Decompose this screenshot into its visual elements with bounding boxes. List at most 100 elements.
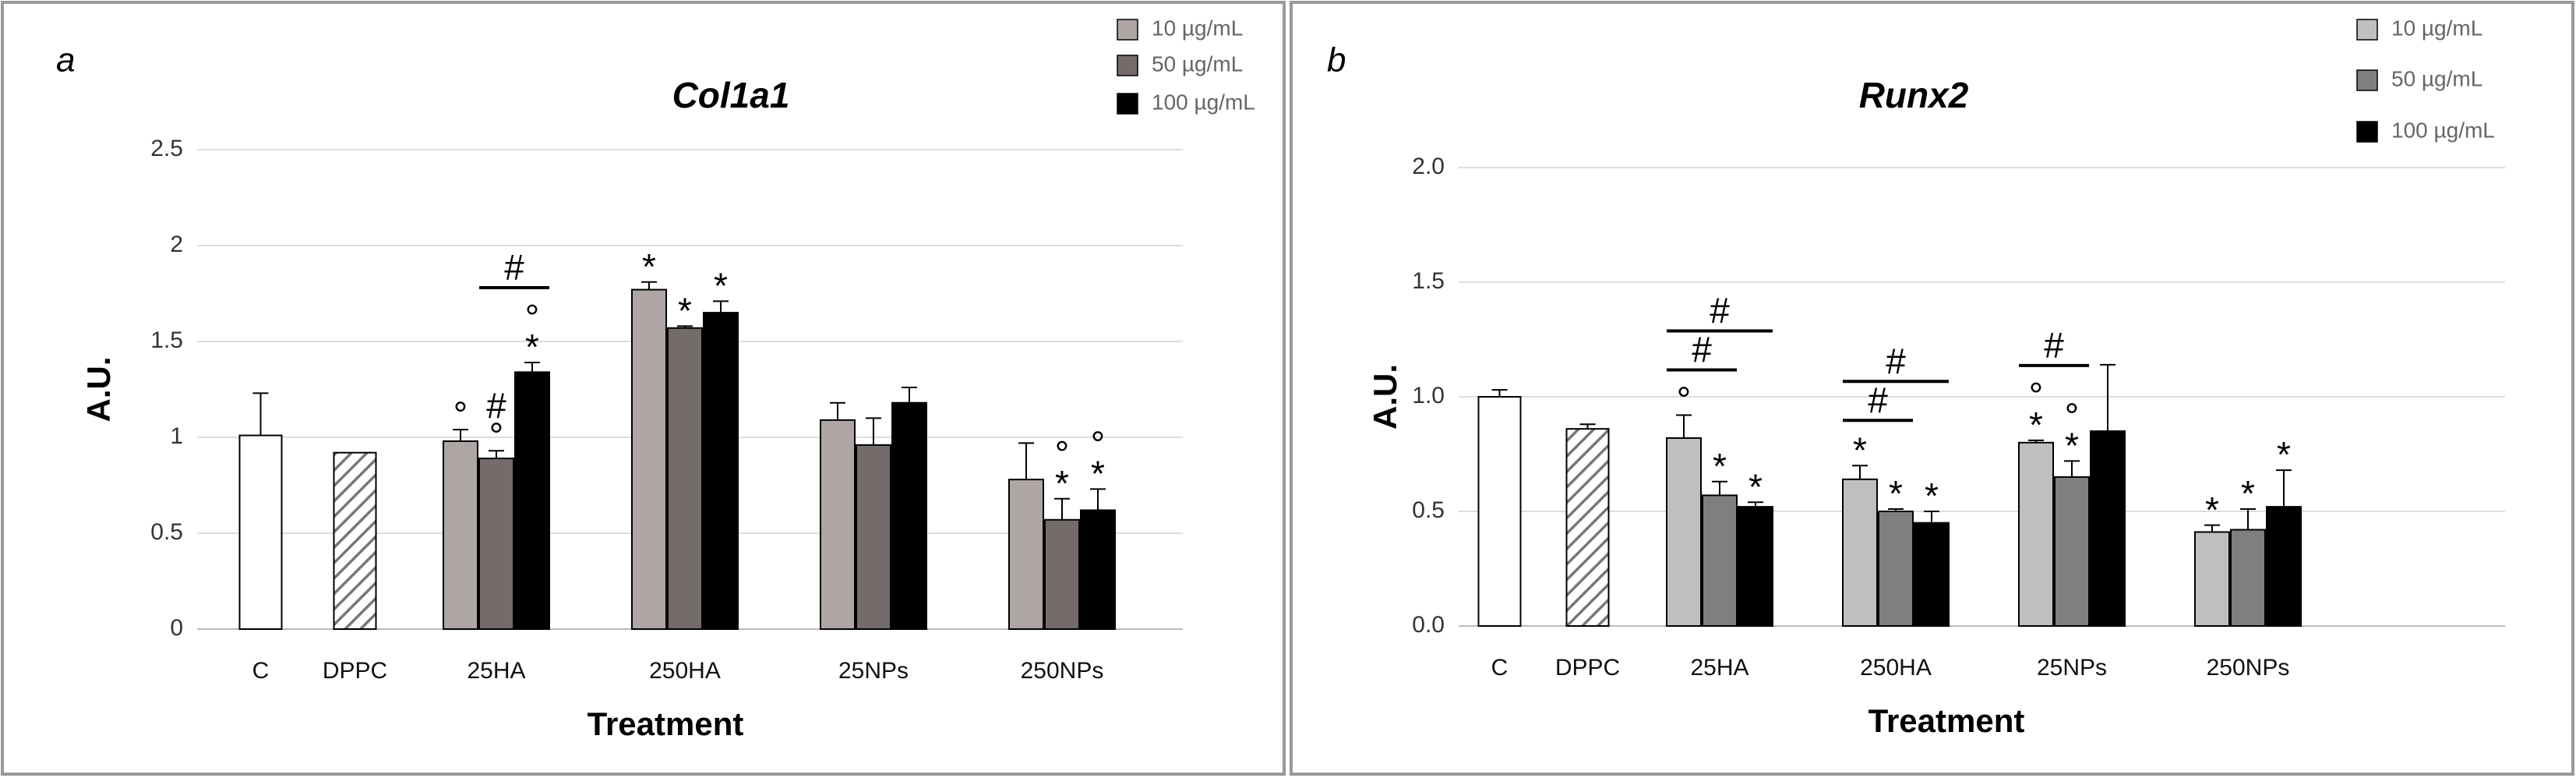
y-tick-label: 0.5 [1412, 497, 1445, 523]
bracket-label: # [1710, 291, 1730, 331]
bar [514, 371, 550, 630]
legend-label: 100 µg/mL [1152, 90, 1255, 114]
legend-swatch [1117, 93, 1138, 115]
bar [703, 312, 739, 630]
bar [1565, 428, 1610, 627]
significance-marker: * [2029, 405, 2043, 445]
x-tick-label: 250HA [1860, 655, 1932, 681]
bar [1477, 396, 1522, 627]
significance-marker: * [642, 246, 656, 287]
bar [1044, 518, 1080, 631]
panel-frame [1, 1, 1286, 776]
legend-swatch [2356, 121, 2378, 143]
bar [631, 288, 667, 630]
bracket-label: # [1692, 330, 1712, 370]
legend-label: 50 µg/mL [2391, 66, 2482, 90]
significance-marker: ° [525, 297, 539, 338]
bar [478, 458, 514, 630]
significance-marker: * [1713, 446, 1727, 486]
x-tick-label: 250NPs [2207, 655, 2290, 681]
significance-marker: ° [1091, 424, 1105, 465]
y-tick-label: 1.5 [1412, 268, 1445, 294]
bar [1738, 506, 1773, 627]
bar [2266, 506, 2302, 627]
bar [667, 327, 703, 630]
significance-marker: # [486, 385, 506, 426]
bar [1842, 478, 1878, 628]
bar [856, 444, 891, 631]
bracket-label: # [1886, 341, 1906, 381]
significance-marker: * [1925, 476, 1939, 516]
significance-marker: ° [489, 415, 503, 455]
significance-marker: ° [453, 394, 468, 434]
legend-swatch [2356, 19, 2378, 41]
bar [820, 419, 856, 630]
bar [891, 401, 927, 630]
legend-swatch [2356, 69, 2378, 91]
bar [2194, 531, 2230, 628]
x-tick-label: DPPC [1555, 655, 1620, 681]
legend-label: 100 µg/mL [2391, 118, 2495, 142]
y-tick-label: 0 [170, 615, 183, 641]
y-tick-label: 2.0 [1412, 154, 1445, 179]
significance-marker: * [714, 265, 728, 306]
panel-frame [1290, 1, 2574, 776]
significance-marker: * [525, 327, 539, 367]
bracket-label: # [504, 247, 524, 288]
legend-swatch [1117, 55, 1138, 76]
y-tick-label: 1 [170, 423, 183, 449]
significance-marker: ° [2065, 395, 2079, 436]
legend-label: 10 µg/mL [1152, 16, 1243, 40]
significance-marker: ° [2029, 375, 2043, 416]
bar [1008, 479, 1044, 630]
x-axis-label: Treatment [588, 706, 744, 742]
x-tick-label: DPPC [323, 658, 387, 684]
bar [443, 440, 478, 630]
x-tick-label: 250HA [649, 658, 721, 684]
x-tick-label: C [1491, 655, 1509, 681]
significance-marker: * [2205, 490, 2219, 530]
bar [1914, 522, 1950, 628]
chart-title: Col1a1 [672, 75, 790, 115]
significance-marker: * [1091, 454, 1105, 494]
y-tick-label: 0.5 [150, 519, 183, 545]
bar [1702, 494, 1738, 627]
panel-label: a [56, 41, 75, 80]
x-tick-label: 25NPs [838, 658, 909, 684]
chart-title: Runx2 [1859, 75, 1969, 115]
significance-marker: * [678, 290, 692, 331]
significance-marker: * [1055, 463, 1069, 504]
bar [2018, 441, 2054, 627]
y-tick-label: 2 [170, 232, 183, 257]
significance-marker: * [2277, 434, 2291, 475]
significance-marker: * [1749, 466, 1763, 507]
significance-marker: ° [1055, 433, 1069, 474]
bracket-label: # [1868, 380, 1888, 420]
x-tick-label: 25NPs [2037, 655, 2107, 681]
bar [1080, 509, 1116, 630]
bracket-label: # [2044, 325, 2064, 366]
panel-label: b [1327, 41, 1346, 80]
significance-marker: * [1853, 430, 1867, 470]
significance-marker: * [1889, 473, 1903, 514]
x-tick-label: 250NPs [1021, 658, 1104, 684]
bar [2054, 476, 2090, 628]
y-tick-label: 2.5 [150, 136, 183, 161]
y-tick-label: 1.5 [150, 327, 183, 353]
legend-label: 50 µg/mL [1152, 51, 1243, 76]
bar [2090, 430, 2126, 627]
significance-marker: ° [1677, 380, 1691, 420]
y-tick-label: 0.0 [1412, 612, 1445, 638]
x-tick-label: 25HA [1690, 655, 1749, 681]
legend-swatch [1117, 19, 1138, 41]
bar [1666, 437, 1702, 627]
legend-label: 10 µg/mL [2391, 16, 2482, 40]
significance-marker: * [2241, 473, 2255, 514]
significance-marker: * [2065, 425, 2079, 465]
bar [1878, 511, 1914, 627]
x-tick-label: 25HA [467, 658, 525, 684]
bar [333, 451, 377, 630]
x-axis-label: Treatment [1868, 702, 2025, 739]
